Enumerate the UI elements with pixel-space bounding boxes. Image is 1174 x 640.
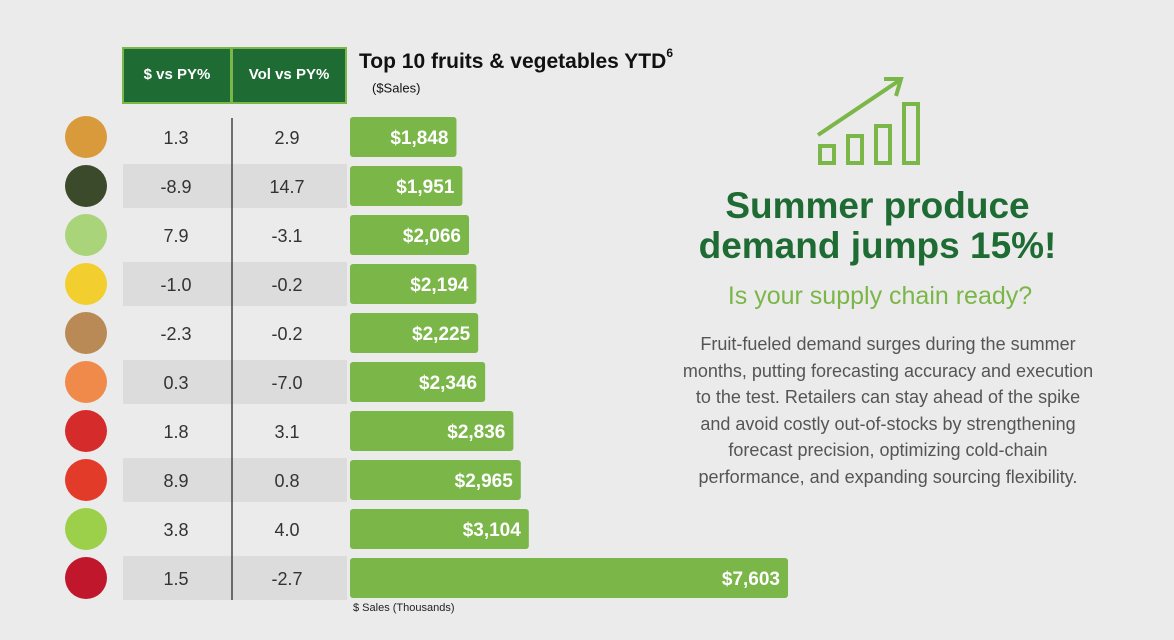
header-label: Vol vs PY% — [249, 66, 330, 83]
bar — [350, 362, 486, 402]
value-label: $2,066 — [403, 226, 461, 247]
table-cell: 2.9 — [274, 128, 299, 148]
row-band — [123, 458, 347, 502]
produce-icon — [65, 312, 107, 354]
table-cell: -8.9 — [160, 177, 191, 197]
table-cell: 14.7 — [269, 177, 304, 197]
bar — [350, 264, 477, 304]
table-cell: 1.8 — [163, 422, 188, 442]
value-label: $2,346 — [419, 373, 477, 394]
growth-icon — [816, 77, 920, 165]
bar — [350, 166, 463, 206]
callout-title: Summer produce demand jumps 15%! — [698, 185, 1057, 266]
produce-icon — [65, 214, 107, 256]
table-cell: 1.5 — [163, 569, 188, 589]
table-cell: -2.7 — [271, 569, 302, 589]
table-cell: 4.0 — [274, 520, 299, 540]
bar — [350, 411, 514, 451]
table-cell: 7.9 — [163, 226, 188, 246]
produce-icon — [65, 557, 107, 599]
value-label: $2,194 — [410, 275, 469, 296]
chart-title: Top 10 fruits & vegetables YTD6 — [359, 46, 673, 72]
row-band — [123, 360, 347, 404]
bar — [350, 215, 470, 255]
table-cell: -0.2 — [271, 275, 302, 295]
row-band — [123, 164, 347, 208]
table-cell: 1.3 — [163, 128, 188, 148]
bar — [350, 313, 479, 353]
bar — [350, 460, 521, 500]
title-text: Top 10 fruits & vegetables YTD — [359, 50, 666, 73]
produce-icon — [65, 116, 107, 158]
table-cell: 3.8 — [163, 520, 188, 540]
value-label: $2,836 — [447, 422, 505, 443]
table-cell: -3.1 — [271, 226, 302, 246]
value-label: $2,225 — [412, 324, 471, 345]
value-label: $2,965 — [455, 471, 514, 492]
value-label: $1,951 — [396, 177, 455, 198]
header-label: $ vs PY% — [144, 66, 211, 83]
bar — [350, 558, 788, 598]
table-cell: 3.1 — [274, 422, 299, 442]
bar — [350, 117, 457, 157]
produce-icon — [65, 361, 107, 403]
produce-icon — [65, 459, 107, 501]
table-cell: 0.3 — [163, 373, 188, 393]
produce-icon — [65, 263, 107, 305]
x-axis-label: $ Sales (Thousands) — [353, 602, 455, 614]
value-label: $3,104 — [463, 520, 522, 541]
table-cell: 8.9 — [163, 471, 188, 491]
produce-icon — [65, 508, 107, 550]
row-band — [123, 262, 347, 306]
value-label: $1,848 — [390, 128, 448, 149]
title-superscript: 6 — [666, 46, 673, 60]
row-band — [123, 556, 347, 600]
callout-body: Fruit-fueled demand surges during the su… — [682, 334, 1094, 487]
produce-icon — [65, 410, 107, 452]
header-cell — [122, 47, 232, 104]
value-label: $7,603 — [722, 569, 780, 590]
table-cell: -0.2 — [271, 324, 302, 344]
header-cell — [231, 47, 347, 104]
produce-icon — [65, 165, 107, 207]
table-cell: -1.0 — [160, 275, 191, 295]
callout-subtitle: Is your supply chain ready? — [727, 282, 1033, 310]
chart-subtitle: ($Sales) — [372, 80, 420, 95]
table-cell: -2.3 — [160, 324, 191, 344]
table-cell: -7.0 — [271, 373, 302, 393]
bar — [350, 509, 529, 549]
table-cell: 0.8 — [274, 471, 299, 491]
